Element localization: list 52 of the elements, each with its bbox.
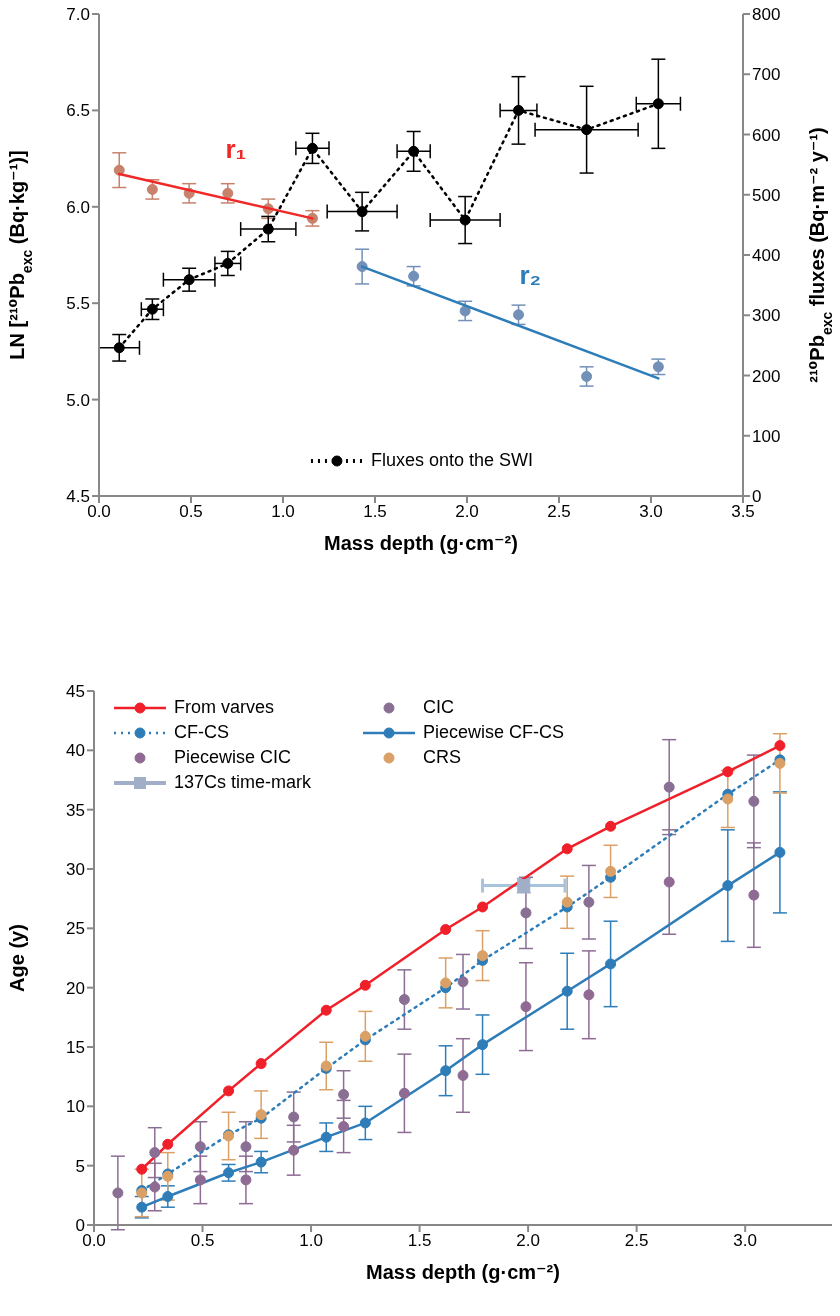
y2-tick-label: 500 bbox=[752, 185, 781, 205]
x-tick-label: 3.0 bbox=[639, 502, 663, 522]
x-tick-label: 2.5 bbox=[547, 502, 571, 522]
legend-label: CF-CS bbox=[174, 722, 229, 742]
x-tick-label: 2.5 bbox=[624, 1231, 649, 1251]
y-tick-label: 5.0 bbox=[66, 390, 90, 410]
y-tick-label: 4.5 bbox=[66, 487, 90, 507]
y-axis-title: Age (y) bbox=[6, 924, 28, 992]
y-tick-label: 5 bbox=[75, 1156, 85, 1176]
x-axis-title: Mass depth (g·cm⁻²) bbox=[324, 532, 518, 554]
x-tick-label: 0.0 bbox=[87, 502, 111, 522]
y-tick-label: 0 bbox=[75, 1216, 85, 1236]
y2-tick-label: 800 bbox=[752, 5, 781, 25]
y2-tick-label: 600 bbox=[752, 125, 781, 145]
legend-label: Piecewise CIC bbox=[174, 747, 292, 767]
legend-label: CRS bbox=[423, 747, 462, 767]
x-tick-label: 2.0 bbox=[516, 1231, 540, 1251]
x-tick-label: 0.0 bbox=[82, 1231, 106, 1251]
legend-label: 137Cs time-mark bbox=[174, 772, 312, 792]
legend-label: CIC bbox=[423, 697, 455, 717]
y-tick-label: 25 bbox=[66, 919, 85, 939]
y-tick-label: 5.5 bbox=[66, 294, 90, 314]
annotation: r₂ bbox=[519, 260, 542, 291]
x-tick-label: 1.0 bbox=[299, 1231, 323, 1251]
x-tick-label: 3.5 bbox=[731, 502, 755, 522]
y-tick-label: 15 bbox=[66, 1038, 85, 1058]
y-tick-label: 7.0 bbox=[66, 5, 90, 25]
y-tick-label: 6.0 bbox=[66, 197, 90, 217]
x-axis-title: Mass depth (g·cm⁻²) bbox=[366, 1261, 560, 1283]
y2-tick-label: 300 bbox=[752, 306, 781, 326]
y2-tick-label: 200 bbox=[752, 366, 781, 386]
legend-label: Piecewise CF-CS bbox=[423, 722, 565, 742]
x-tick-label: 1.0 bbox=[271, 502, 295, 522]
x-tick-label: 3.0 bbox=[733, 1231, 757, 1251]
legend-label: Fluxes onto the SWI bbox=[370, 450, 534, 470]
x-tick-label: 1.5 bbox=[407, 1231, 432, 1251]
y-tick-label: 20 bbox=[66, 978, 85, 998]
y2-tick-label: 100 bbox=[752, 426, 781, 446]
annotation: r₁ bbox=[225, 134, 247, 165]
x-tick-label: 0.5 bbox=[190, 1231, 215, 1251]
x-tick-label: 1.5 bbox=[363, 502, 387, 522]
y-tick-label: 30 bbox=[66, 860, 85, 880]
x-tick-label: 2.0 bbox=[455, 502, 479, 522]
y-tick-label: 10 bbox=[66, 1097, 85, 1117]
x-tick-label: 0.5 bbox=[179, 502, 203, 522]
y-tick-label: 40 bbox=[66, 741, 85, 761]
legend-label: From varves bbox=[174, 697, 275, 717]
y-tick-label: 6.5 bbox=[66, 101, 90, 121]
y2-tick-label: 400 bbox=[752, 246, 781, 266]
y-tick-label: 45 bbox=[66, 682, 85, 702]
y2-tick-label: 700 bbox=[752, 65, 781, 85]
y-tick-label: 35 bbox=[66, 800, 85, 820]
